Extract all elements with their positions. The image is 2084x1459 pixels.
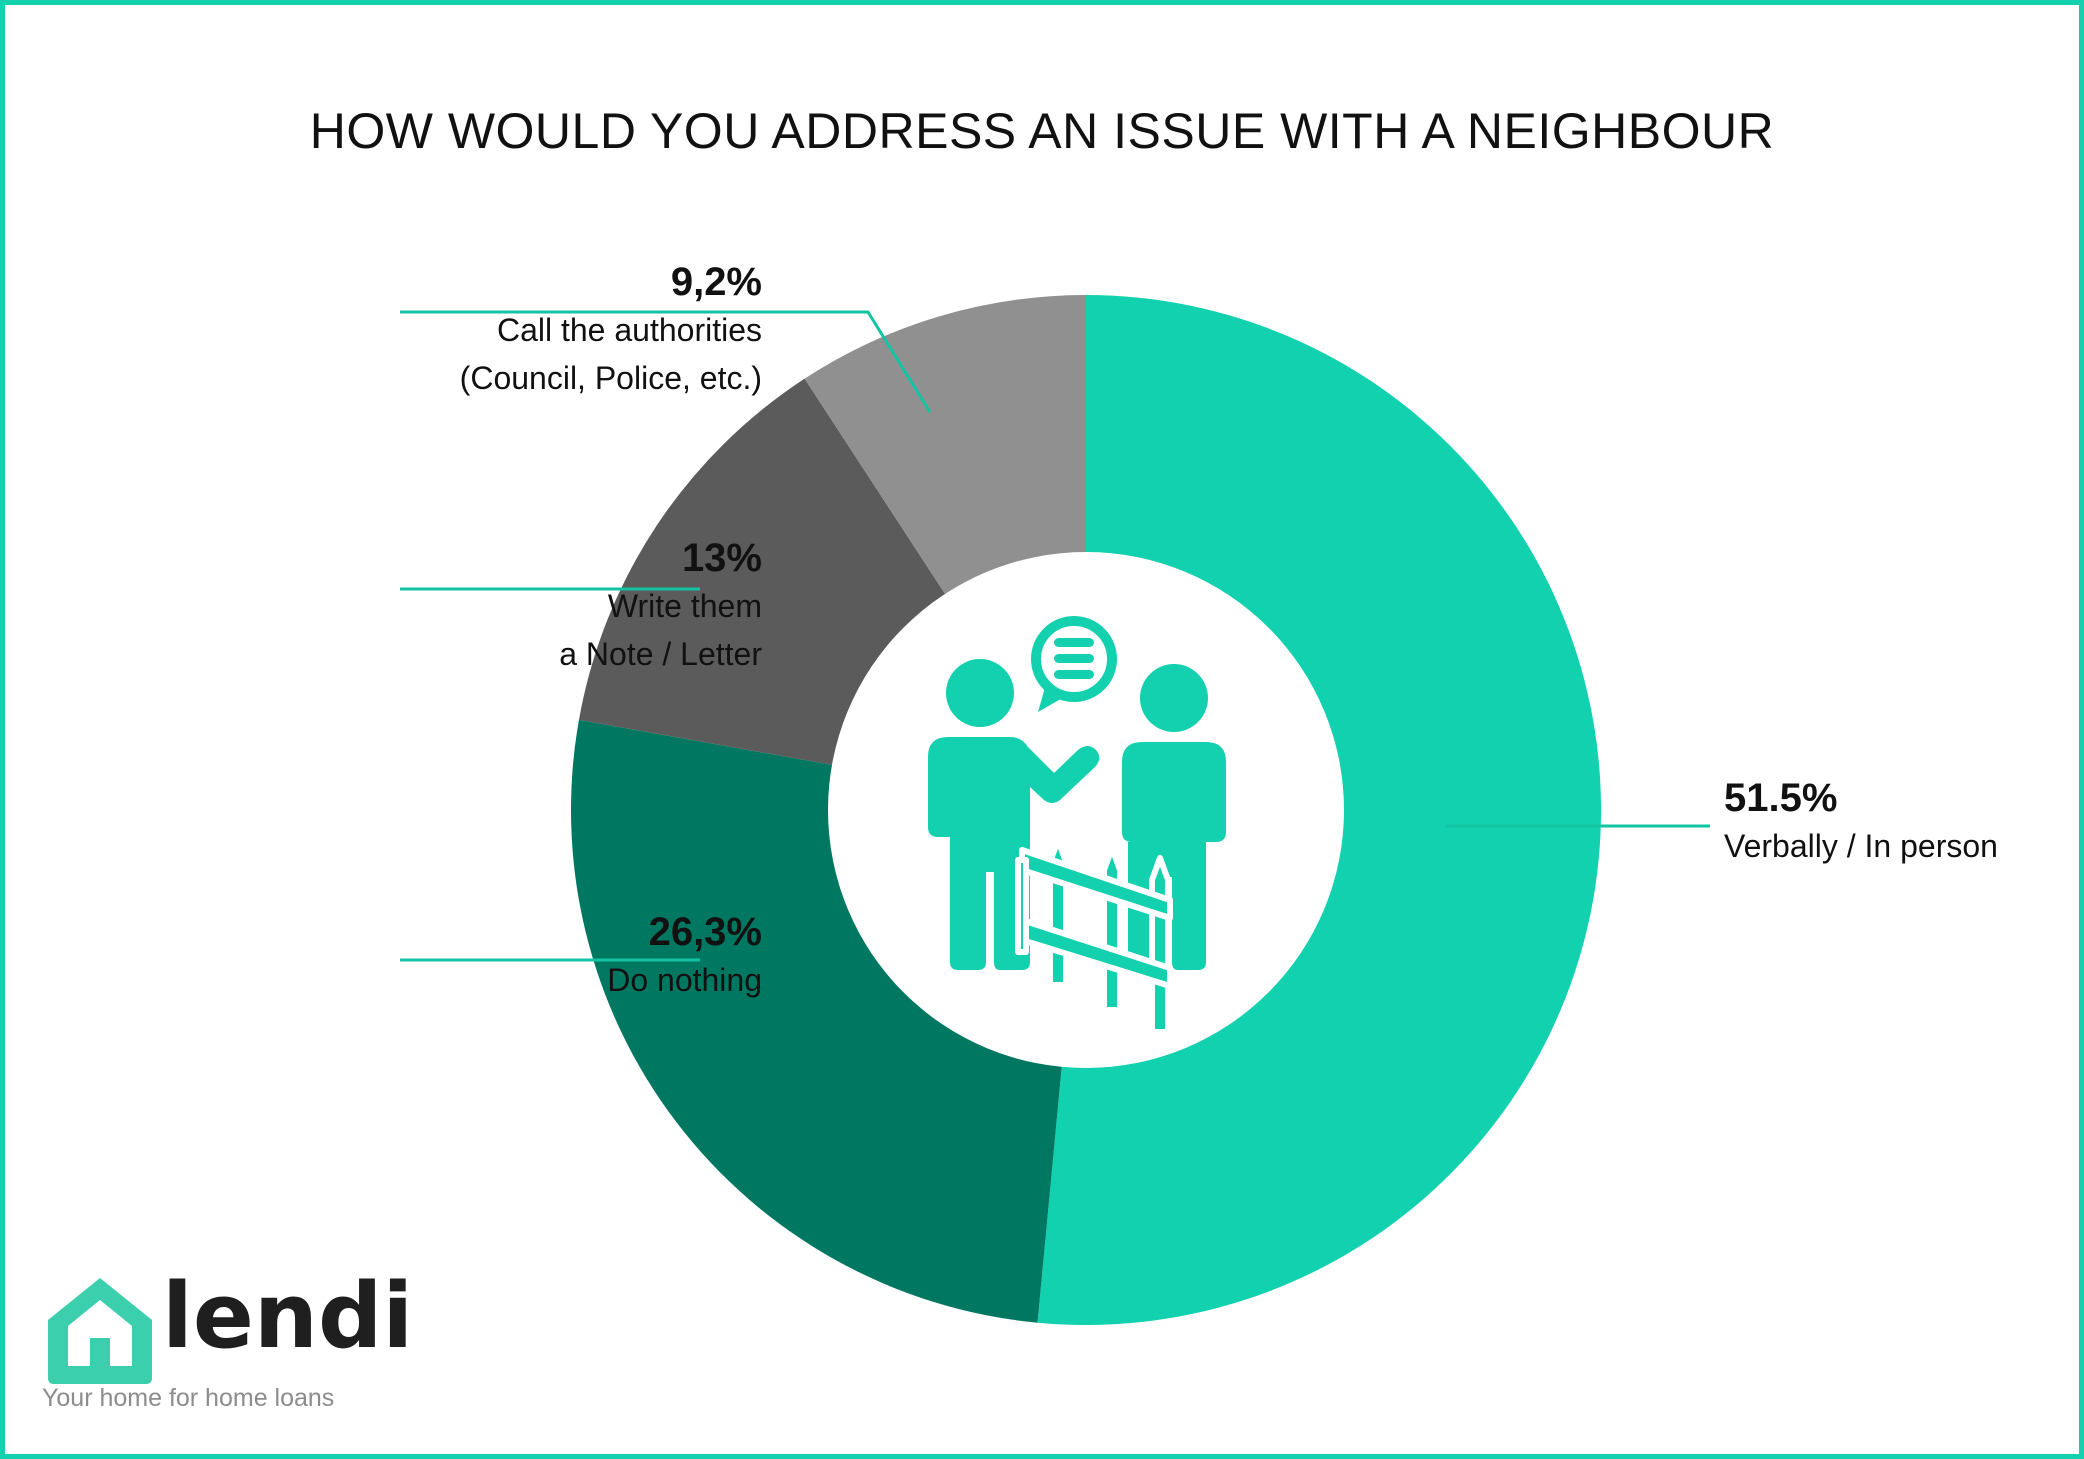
chart-title: HOW WOULD YOU ADDRESS AN ISSUE WITH A NE… bbox=[309, 103, 1775, 159]
slice-name-authorities-line1: Call the authorities bbox=[496, 312, 762, 348]
speech-bubble-icon bbox=[1031, 616, 1117, 712]
slice-label-nothing: 26,3% Do nothing bbox=[342, 908, 762, 1004]
slice-name-verbally-line1: Verbally / In person bbox=[1724, 828, 1998, 864]
house-icon bbox=[48, 1278, 152, 1384]
donut-hole bbox=[828, 552, 1344, 1068]
slice-value-note: 13% bbox=[681, 536, 762, 580]
slice-label-verbally: 51.5% Verbally / In person bbox=[1724, 774, 2084, 870]
slice-label-authorities: 9,2% Call the authorities (Council, Poli… bbox=[342, 258, 762, 402]
slice-name-authorities-line2: (Council, Police, etc.) bbox=[459, 360, 762, 396]
left-person-icon bbox=[928, 659, 1100, 970]
fence-icon bbox=[1015, 837, 1173, 1035]
slice-label-note: 13% Write them a Note / Letter bbox=[342, 534, 762, 678]
leader-line-authorities bbox=[400, 310, 932, 413]
logo-tagline: Your home for home loans bbox=[42, 1384, 335, 1412]
slice-value-verbally: 51.5% bbox=[1724, 776, 1838, 820]
slice-name-note-line2: a Note / Letter bbox=[559, 636, 762, 672]
logo-wordmark: lendi bbox=[162, 1264, 414, 1369]
slice-value-authorities: 9,2% bbox=[670, 260, 762, 304]
slice-name-note-line1: Write them bbox=[607, 588, 762, 624]
two-neighbours-talking-over-fence-icon bbox=[928, 616, 1226, 1035]
slice-value-nothing: 26,3% bbox=[648, 910, 762, 954]
leader-lines bbox=[400, 310, 1710, 962]
lendi-logo: lendi Your home for home loans bbox=[40, 1262, 413, 1422]
slice-name-nothing-line1: Do nothing bbox=[607, 962, 762, 998]
